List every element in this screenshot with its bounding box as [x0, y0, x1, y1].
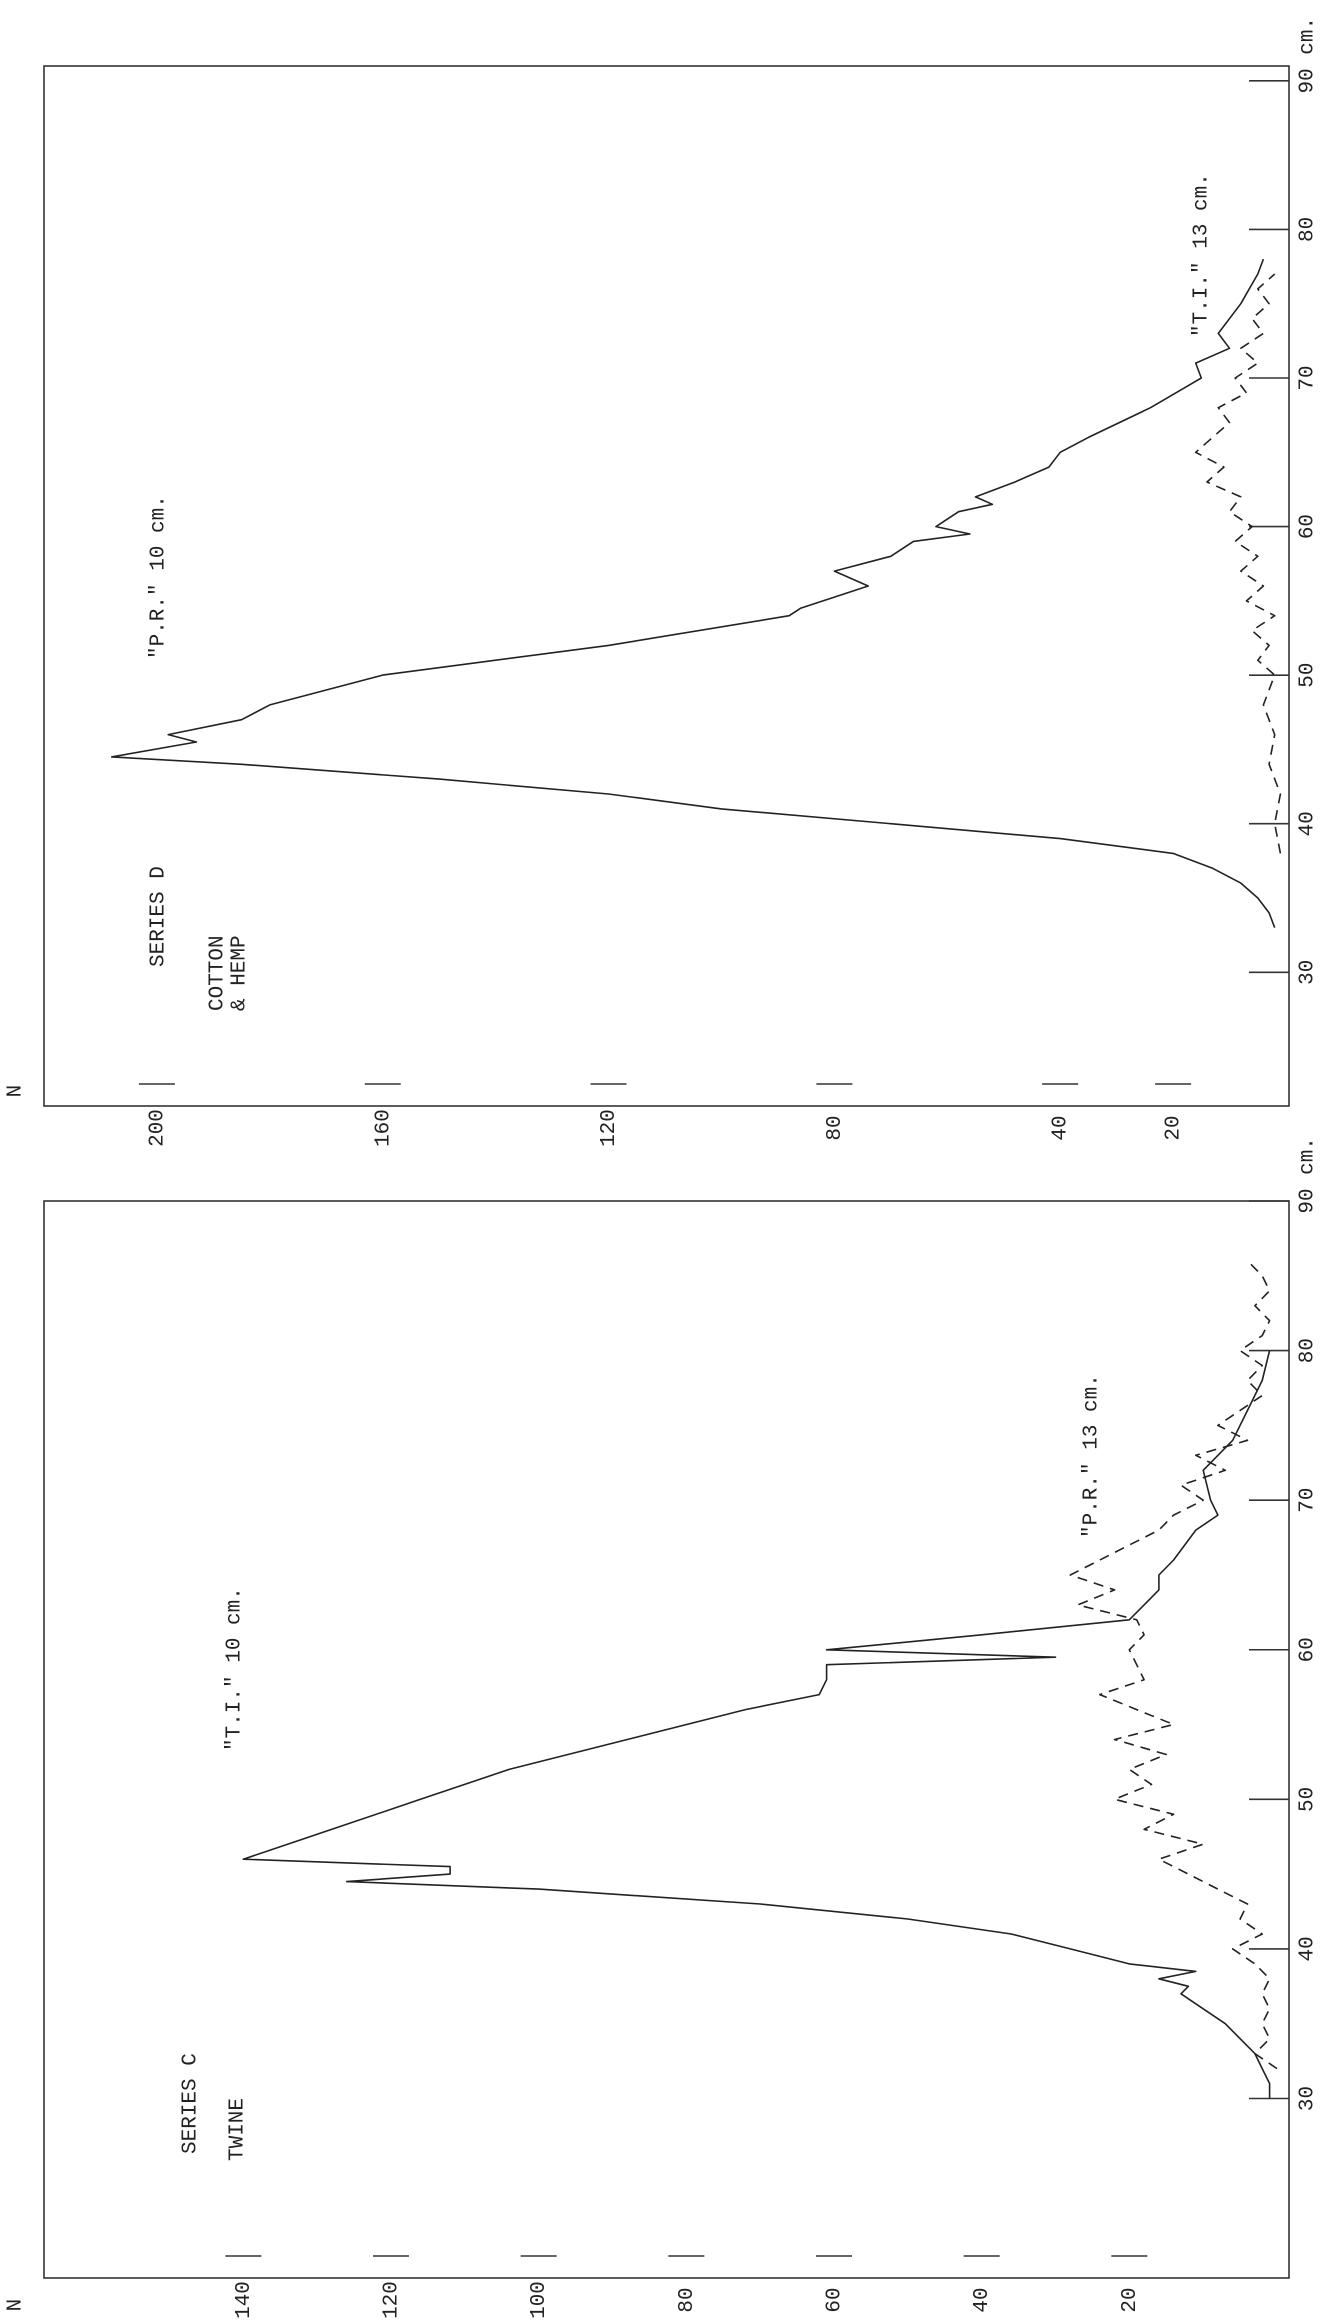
- x-tick-label: 40: [1297, 811, 1320, 836]
- y-tick-label: 120: [381, 2281, 404, 2319]
- series-label: "P.R." 13 cm.: [1081, 1374, 1104, 1538]
- data-line: [242, 1350, 1271, 2099]
- y-tick-label: 120: [598, 1109, 621, 1147]
- x-axis-label: cm.: [1297, 17, 1320, 55]
- series-label: "T.I." 10 cm.: [224, 1587, 247, 1751]
- y-tick-label: 200: [146, 1109, 169, 1147]
- y-tick-label: 40: [971, 2287, 994, 2312]
- x-tick-label: 60: [1297, 514, 1320, 539]
- series-label: "T.I." 13 cm.: [1191, 173, 1214, 337]
- y-tick-label: 60: [824, 2287, 847, 2312]
- x-tick-label: 60: [1297, 1637, 1320, 1662]
- y-tick-label: 40: [1050, 1115, 1073, 1140]
- y-tick-label: 80: [824, 1115, 847, 1140]
- chart-subtitle: COTTON: [207, 935, 230, 1011]
- x-tick-label: 80: [1297, 1338, 1320, 1363]
- y-tick-label: 20: [1163, 1115, 1186, 1140]
- plot-frame: [43, 1200, 1290, 2279]
- y-axis-label: N: [5, 2299, 28, 2312]
- x-tick-label: 50: [1297, 1787, 1320, 1812]
- chart-title: SERIES C: [180, 2053, 203, 2154]
- plot-frame: [43, 65, 1290, 1107]
- y-axis-label: N: [5, 1085, 28, 1098]
- y-tick-label: 100: [528, 2281, 551, 2319]
- x-tick-label: 90: [1297, 68, 1320, 93]
- y-tick-label: 160: [372, 1109, 395, 1147]
- x-tick-label: 90: [1297, 1188, 1320, 1213]
- x-tick-label: 80: [1297, 217, 1320, 242]
- chart-subtitle: TWINE: [227, 2098, 250, 2161]
- x-tick-label: 30: [1297, 960, 1320, 985]
- y-tick-label: 20: [1119, 2287, 1142, 2312]
- x-tick-label: 70: [1297, 1488, 1320, 1513]
- x-tick-label: 30: [1297, 2086, 1320, 2111]
- x-axis-label: cm.: [1297, 1137, 1320, 1175]
- chart-subtitle: & HEMP: [229, 935, 252, 1011]
- y-tick-label: 80: [676, 2287, 699, 2312]
- data-line: [110, 258, 1276, 928]
- x-tick-label: 40: [1297, 1936, 1320, 1961]
- y-tick-label: 140: [233, 2281, 256, 2319]
- chart-title: SERIES D: [148, 866, 171, 967]
- data-line: [1194, 273, 1282, 854]
- data-line: [1069, 1260, 1278, 2070]
- series-label: "P.R." 10 cm.: [148, 495, 171, 659]
- x-tick-label: 50: [1297, 663, 1320, 688]
- x-tick-label: 70: [1297, 365, 1320, 390]
